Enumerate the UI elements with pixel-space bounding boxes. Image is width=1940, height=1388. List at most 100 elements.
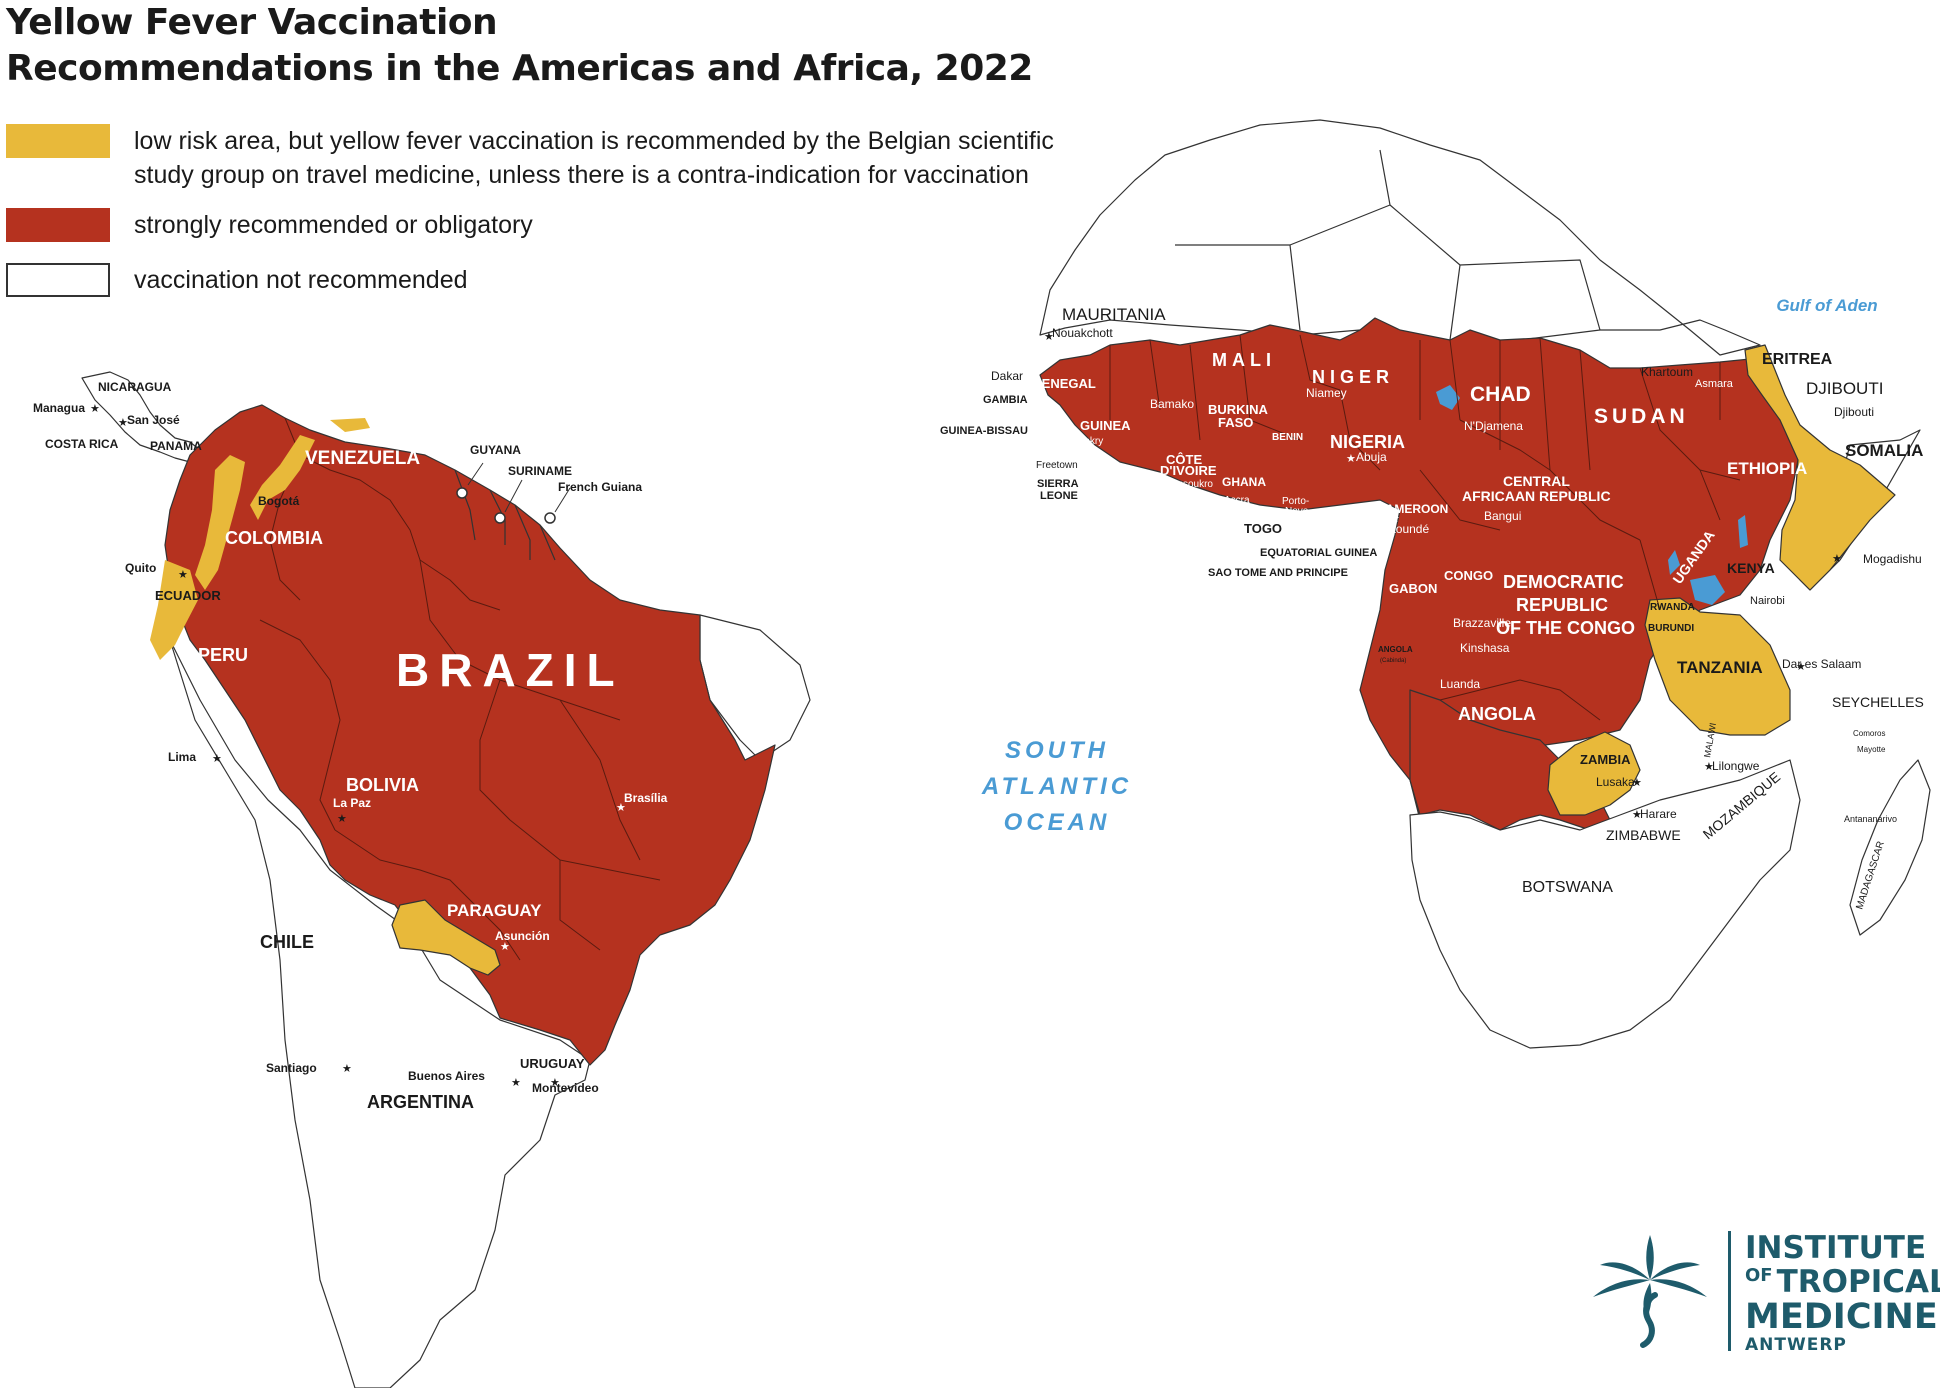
label-quito: Quito <box>125 561 156 575</box>
gulf-of-aden-label: Gulf of Aden <box>1776 296 1877 315</box>
label-san-jose: San José <box>127 413 180 427</box>
label-la-paz: La Paz <box>333 796 371 810</box>
title-line-1: Yellow Fever Vaccination <box>6 2 498 43</box>
label-freetown: Freetown <box>1036 460 1078 471</box>
label-venezuela: VENEZUELA <box>305 448 420 469</box>
label-bogota: Bogotá <box>258 494 300 508</box>
label-porto: Porto- <box>1282 496 1309 507</box>
map-title: Yellow Fever Vaccination Recommendations… <box>6 0 1033 92</box>
svg-text:★: ★ <box>1740 595 1750 607</box>
madagascar-shape <box>1849 759 1931 936</box>
label-congo: CONGO <box>1444 568 1493 583</box>
label-somalia: SOMALIA <box>1845 441 1923 460</box>
label-chile: CHILE <box>260 932 314 952</box>
label-cote: CÔTE <box>1166 452 1202 467</box>
logo-divider <box>1728 1231 1731 1351</box>
french-guiana-marker <box>544 512 556 524</box>
legend-item-low-risk: low risk area, but yellow fever vaccinat… <box>6 124 1064 192</box>
label-mogadishu: Mogadishu <box>1863 552 1922 566</box>
lake-victoria <box>1690 575 1725 605</box>
colombia-yellow-strip <box>195 455 245 590</box>
label-guinea-bissau: GUINEA-BISSAU <box>940 425 1028 437</box>
legend-label-not-recommended: vaccination not recommended <box>134 266 468 294</box>
logo-antwerp: ANTWERP <box>1745 1335 1847 1355</box>
logo-tropical-line: OF TROPICAL <box>1745 1267 1940 1298</box>
legend-swatch-yellow <box>6 124 110 158</box>
title-line-2: Recommendations in the Americas and Afri… <box>6 48 1033 89</box>
svg-text:★: ★ <box>337 813 347 825</box>
tanzania-yellow-zone <box>1644 597 1791 736</box>
label-divoire: D'IVOIRE <box>1160 463 1217 478</box>
southern-cone-shape <box>169 639 591 1388</box>
label-dar: Dar es Salaam <box>1782 657 1861 671</box>
svg-text:★: ★ <box>616 802 626 814</box>
svg-text:★: ★ <box>118 417 128 429</box>
north-africa-shape <box>1039 119 1761 356</box>
label-santiago: Santiago <box>266 1061 317 1075</box>
label-french-guiana: French Guiana <box>558 480 642 494</box>
label-lima: Lima <box>168 750 196 764</box>
label-lusaka: Lusaka <box>1596 775 1635 789</box>
label-benin: BENIN <box>1272 432 1303 443</box>
label-bangui: Bangui <box>1484 509 1521 523</box>
logo-text: INSTITUTE OF TROPICAL MEDICINE ANTWERP <box>1745 1233 1940 1354</box>
label-colombia: COLOMBIA <box>225 528 323 548</box>
label-panama: PANAMA <box>150 439 202 453</box>
label-nicaragua: NICARAGUA <box>98 380 172 394</box>
ecuador-yellow-zone <box>150 560 198 660</box>
svg-text:★: ★ <box>1632 809 1642 821</box>
label-accra: Accra <box>1224 495 1250 506</box>
horn-yellow-zone <box>1744 344 1896 591</box>
label-sierra: SIERRA <box>1037 478 1079 490</box>
label-kenya: KENYA <box>1727 560 1775 576</box>
label-eq-guinea: EQUATORIAL GUINEA <box>1260 547 1377 559</box>
label-dakar: Dakar <box>991 369 1023 383</box>
label-yamoussoukro: Yamoussoukro <box>1147 479 1213 490</box>
label-mali: MALI <box>1212 350 1276 370</box>
legend-label-recommended: strongly recommended or obligatory <box>134 211 533 239</box>
svg-text:★: ★ <box>1796 661 1806 673</box>
label-argentina: ARGENTINA <box>367 1092 474 1112</box>
logo-tropical: TROPICAL <box>1776 1264 1940 1300</box>
southern-africa-shape <box>1409 759 1801 1049</box>
label-kinshasa: Kinshasa <box>1460 641 1510 655</box>
label-drc-1: DEMOCRATIC <box>1503 572 1624 592</box>
label-ghana: GHANA <box>1222 475 1266 489</box>
label-comoros: Comoros <box>1853 729 1885 738</box>
label-senegal: SENEGAL <box>1033 376 1096 391</box>
lake-albert <box>1668 550 1680 575</box>
svg-text:★: ★ <box>550 1077 560 1089</box>
label-niger: NIGER <box>1312 367 1394 387</box>
legend-label-low-risk: low risk area, but yellow fever vaccinat… <box>134 127 1054 189</box>
label-yaounde: Yaoundé <box>1382 522 1429 536</box>
legend-swatch-white <box>6 263 110 297</box>
label-burkina: BURKINA <box>1208 402 1269 417</box>
label-mauritania: MAURITANIA <box>1062 305 1166 324</box>
label-nairobi: Nairobi <box>1750 595 1785 607</box>
label-montevideo: Montevideo <box>532 1081 599 1095</box>
svg-text:★: ★ <box>342 1063 352 1075</box>
ocean-label-2: ATLANTIC <box>981 773 1132 800</box>
venezuela-coast-yellow <box>330 418 370 432</box>
label-guinea: GUINEA <box>1080 418 1131 433</box>
svg-text:★: ★ <box>90 403 100 415</box>
label-sao-tome: SAO TOME AND PRINCIPE <box>1208 567 1348 579</box>
label-eritrea: ERITREA <box>1762 351 1833 368</box>
svg-text:★: ★ <box>500 941 510 953</box>
label-faso: FASO <box>1218 415 1253 430</box>
palm-ibis-icon <box>1593 1235 1707 1348</box>
label-tanzania: TANZANIA <box>1677 658 1763 677</box>
logo-of: OF <box>1745 1265 1773 1286</box>
label-togo: TOGO <box>1244 521 1282 536</box>
label-ndjamena: N'Djamena <box>1464 419 1523 433</box>
label-suriname: SURINAME <box>508 464 572 478</box>
legend-swatch-red <box>6 208 110 242</box>
svg-text:★: ★ <box>1832 553 1842 565</box>
label-nouakchott: Nouakchott <box>1052 326 1113 340</box>
label-conakry: Conakry <box>1066 436 1103 447</box>
paraguay-yellow-zone <box>391 899 501 976</box>
ocean-label-3: OCEAN <box>1004 809 1111 836</box>
label-zambia: ZAMBIA <box>1580 752 1631 767</box>
label-luanda: Luanda <box>1440 677 1480 691</box>
